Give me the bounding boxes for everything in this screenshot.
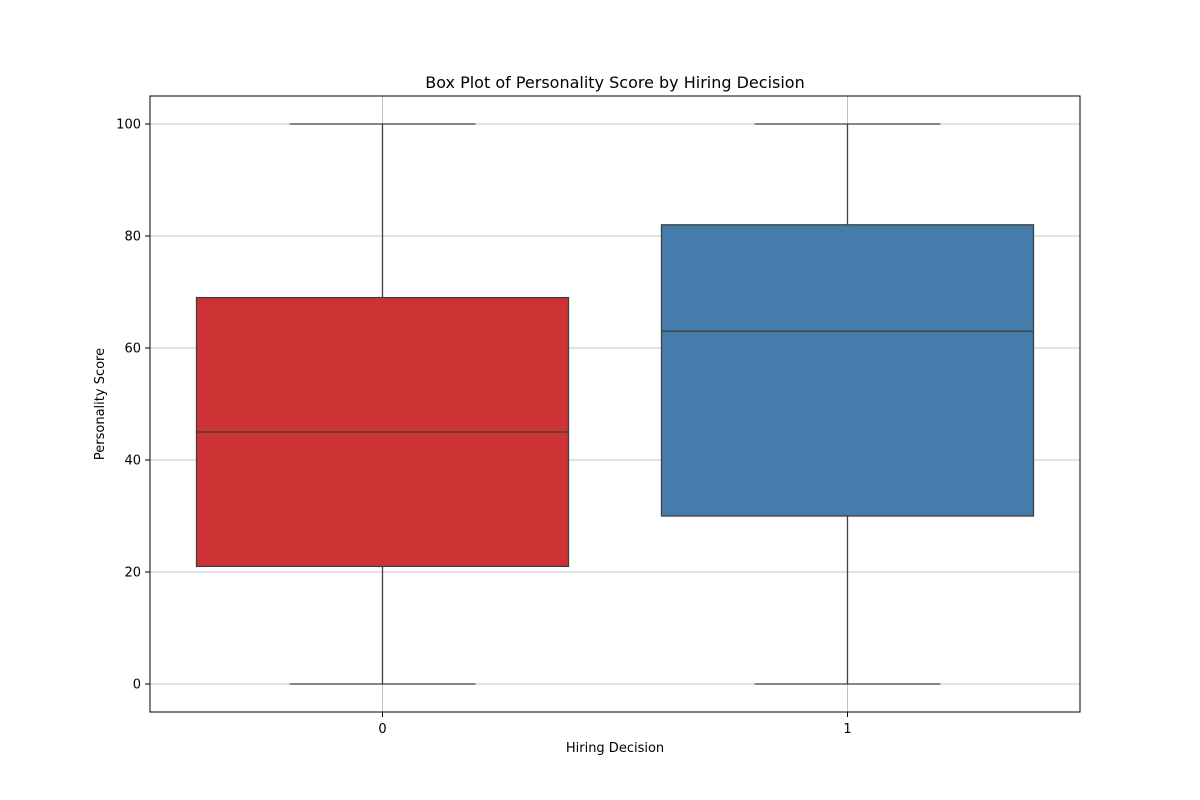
y-tick-label: 60 (124, 342, 141, 357)
y-tick-label: 40 (124, 454, 141, 469)
y-tick-label: 100 (116, 118, 141, 133)
y-tick-label: 20 (124, 566, 141, 581)
x-tick-label: 0 (378, 722, 386, 737)
x-axis-label: Hiring Decision (566, 741, 664, 756)
box-group-1 (660, 123, 1035, 685)
axis-ticks: 0 20 40 60 80 100 0 1 (116, 118, 851, 738)
x-tick-label: 1 (843, 722, 851, 737)
box-group-0 (195, 123, 570, 685)
y-tick-label: 80 (124, 230, 141, 245)
y-axis-label: Personality Score (93, 348, 108, 460)
y-tick-label: 0 (133, 678, 141, 693)
boxes (195, 123, 1035, 685)
plot-area-frame (149, 95, 1081, 713)
iqr-box (660, 224, 1035, 517)
chart-title: Box Plot of Personality Score by Hiring … (425, 73, 804, 92)
